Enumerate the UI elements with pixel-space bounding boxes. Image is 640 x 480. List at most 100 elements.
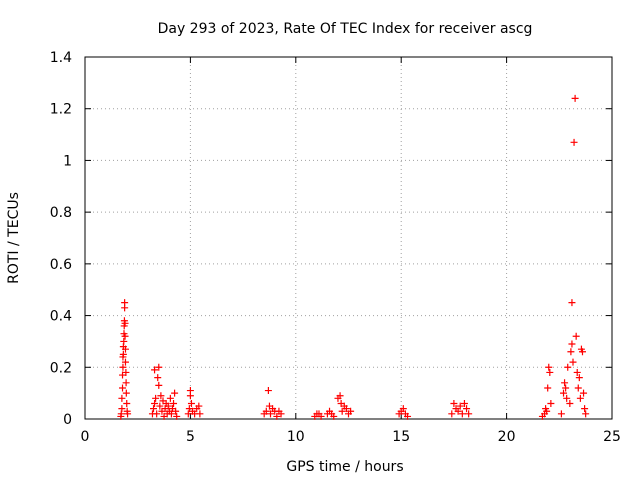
data-point	[173, 412, 181, 420]
y-tick-label: 1.2	[50, 102, 72, 118]
data-point	[581, 405, 589, 413]
data-point	[187, 399, 195, 407]
data-point	[117, 410, 125, 418]
data-point	[570, 138, 578, 146]
y-axis-label: ROTI / TECUs	[6, 192, 22, 284]
data-point	[568, 299, 576, 307]
data-point	[123, 399, 131, 407]
data-point	[122, 368, 130, 376]
data-point	[578, 348, 586, 356]
data-point	[171, 389, 179, 397]
chart-title: Day 293 of 2023, Rate Of TEC Index for r…	[158, 21, 533, 37]
data-point	[196, 410, 204, 418]
data-point	[561, 379, 569, 387]
data-point	[465, 410, 473, 418]
data-point	[336, 392, 344, 400]
data-point	[573, 368, 581, 376]
data-point	[121, 299, 129, 307]
data-point	[580, 389, 588, 397]
data-point	[567, 348, 575, 356]
x-tick-label: 20	[498, 429, 516, 445]
y-tick-label: 0.4	[50, 309, 72, 325]
data-point	[172, 407, 180, 415]
data-point	[571, 94, 579, 102]
data-point	[330, 412, 338, 420]
axis-ticks: 0 5 10 15 20 25 0 0.2 0.4 0.6 0.8 1 1.2 1.4	[50, 50, 621, 445]
data-point	[543, 407, 551, 415]
data-point	[120, 337, 128, 345]
data-point	[151, 399, 159, 407]
data-point	[170, 399, 178, 407]
data-point	[164, 402, 172, 410]
data-point	[119, 350, 127, 358]
data-point	[184, 410, 192, 418]
y-tick-label: 0	[63, 412, 72, 428]
data-point	[456, 402, 464, 410]
grid-lines	[85, 57, 612, 419]
x-tick-label: 25	[603, 429, 621, 445]
data-point	[154, 374, 162, 382]
data-point	[569, 358, 577, 366]
data-point	[399, 405, 407, 413]
data-point	[122, 389, 130, 397]
data-point	[338, 407, 346, 415]
data-point	[454, 407, 462, 415]
data-point	[560, 389, 568, 397]
data-point	[186, 387, 194, 395]
x-tick-label: 15	[392, 429, 410, 445]
y-tick-label: 1.4	[50, 50, 72, 66]
data-point	[267, 410, 275, 418]
data-point	[273, 412, 281, 420]
data-point	[195, 402, 203, 410]
data-point	[119, 363, 127, 371]
data-point	[121, 332, 129, 340]
data-point	[448, 410, 456, 418]
x-axis-label: GPS time / hours	[286, 459, 403, 475]
data-point	[167, 410, 175, 418]
data-point	[574, 384, 582, 392]
data-point	[277, 410, 285, 418]
data-point	[262, 407, 270, 415]
data-point	[119, 384, 127, 392]
data-point	[121, 358, 129, 366]
y-tick-label: 0.8	[50, 205, 72, 221]
data-point	[118, 394, 126, 402]
data-point	[150, 405, 158, 413]
data-point	[568, 340, 576, 348]
data-point	[460, 399, 468, 407]
data-point	[122, 379, 130, 387]
data-point	[124, 410, 132, 418]
data-point	[572, 332, 580, 340]
data-point	[576, 394, 584, 402]
x-tick-label: 5	[186, 429, 195, 445]
data-point	[582, 410, 590, 418]
data-point	[545, 363, 553, 371]
data-point	[463, 405, 471, 413]
data-point	[155, 363, 163, 371]
data-point	[546, 368, 554, 376]
data-point	[458, 410, 466, 418]
data-point	[557, 410, 565, 418]
data-point	[562, 384, 570, 392]
data-point	[575, 374, 583, 382]
data-point	[547, 399, 555, 407]
data-point	[264, 387, 272, 395]
data-point	[404, 412, 412, 420]
data-point	[544, 384, 552, 392]
y-tick-label: 0.6	[50, 257, 72, 273]
data-point	[342, 405, 350, 413]
data-points	[117, 94, 590, 420]
data-point	[118, 405, 126, 413]
data-point	[121, 319, 129, 327]
data-point	[151, 366, 159, 374]
data-point	[156, 402, 164, 410]
y-tick-label: 1	[63, 153, 72, 169]
data-point	[563, 394, 571, 402]
x-tick-label: 0	[81, 429, 90, 445]
data-point	[347, 407, 355, 415]
data-point	[157, 392, 165, 400]
data-point	[152, 394, 160, 402]
data-point	[155, 381, 163, 389]
data-point	[153, 410, 161, 418]
